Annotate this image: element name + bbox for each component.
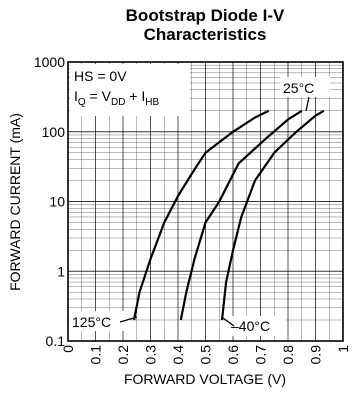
x-tick-label: 0 [60, 345, 76, 353]
series-label-25c: 25°C [283, 80, 314, 96]
pointer-25c [305, 96, 310, 112]
condition-iq: IQ = VDD + IHB [74, 88, 160, 108]
label-bg-125c [70, 311, 130, 331]
chart-title: Bootstrap Diode I-V Characteristics [60, 6, 350, 44]
chart-title-line2: Characteristics [143, 25, 267, 44]
y-axis-label: FORWARD CURRENT (mA) [7, 113, 23, 291]
x-tick-label: 0.8 [280, 345, 296, 365]
series-layer [132, 109, 325, 321]
plot-frame [67, 61, 344, 342]
label-bg-minus40c [228, 316, 286, 336]
pointer-125c [119, 316, 138, 323]
series-line-1 [179, 109, 303, 321]
series-line-0 [132, 109, 270, 321]
series-label-125c: 125°C [72, 314, 111, 330]
y-tick-label: 1000 [34, 54, 65, 70]
x-tick-label: 0.3 [143, 345, 159, 365]
x-tick-label: 0.4 [170, 345, 186, 365]
chart-title-line1: Bootstrap Diode I-V [125, 6, 285, 25]
x-tick-label: 0.7 [253, 345, 269, 365]
series-label-minus40c: –40°C [231, 318, 270, 334]
x-tick-label: 0.9 [308, 345, 324, 365]
y-tick-label: 1 [57, 263, 65, 279]
x-axis-label: FORWARD VOLTAGE (V) [124, 371, 286, 387]
pointer-minus40c [222, 317, 235, 327]
series-line-2 [220, 109, 325, 321]
conditions-box [70, 64, 190, 116]
x-tick-label: 0.2 [115, 345, 131, 365]
x-tick-label: 0.1 [88, 345, 104, 365]
y-tick-label: 100 [42, 124, 66, 140]
x-tick-label: 0.5 [198, 345, 214, 365]
label-bg-25c [280, 77, 330, 97]
x-tick-label: 0.6 [225, 345, 241, 365]
condition-hs: HS = 0V [74, 68, 127, 84]
y-tick-label: 0.1 [46, 333, 66, 349]
y-tick-label: 10 [49, 194, 65, 210]
x-tick-label: 1 [335, 345, 351, 353]
ticks-layer: 0 0.1 0.2 0.3 0.4 0.5 0.6 0.7 0.8 0.9 10.111010010… [34, 54, 351, 364]
